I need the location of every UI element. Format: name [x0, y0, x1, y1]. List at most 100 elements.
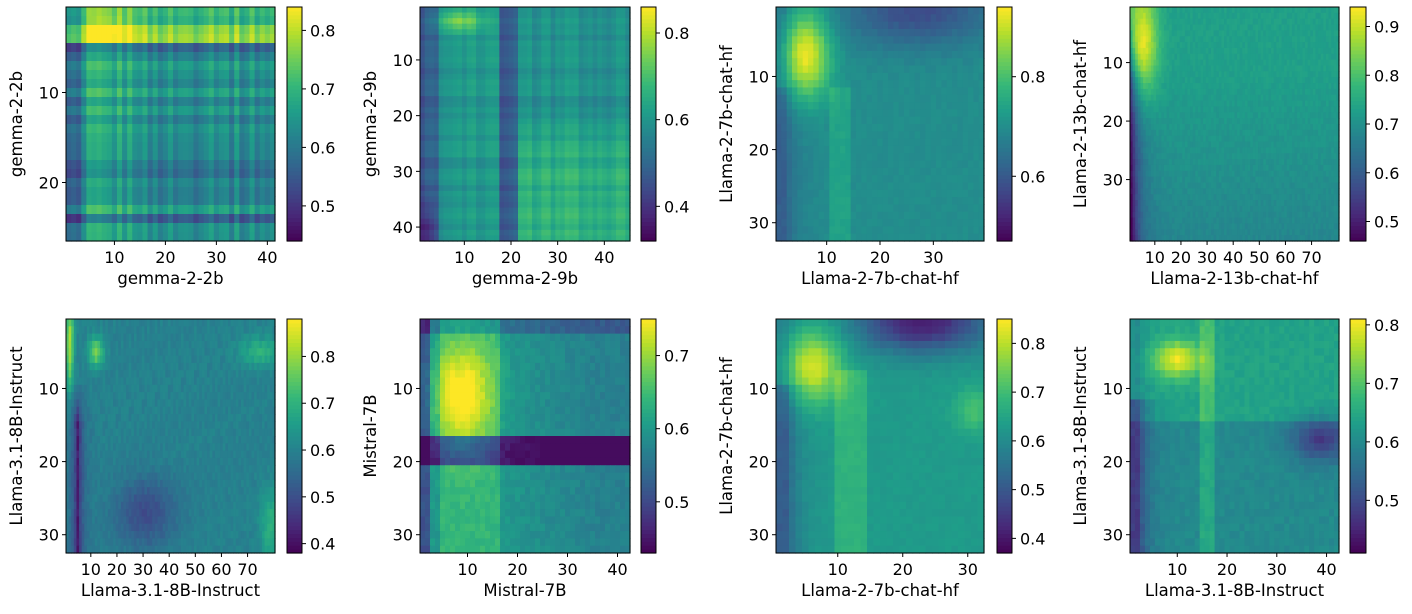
heatmap-cell [550, 124, 556, 131]
heatmap-cell [898, 138, 905, 147]
heatmap-cell [920, 50, 926, 59]
heatmap-cell [494, 174, 500, 181]
heatmap-cell [625, 51, 631, 58]
heatmap-cell [254, 151, 261, 161]
heatmap-cell [962, 233, 969, 242]
colorbar-segment [287, 237, 302, 242]
heatmap-cell [1297, 24, 1301, 31]
heatmap-cell [564, 229, 570, 237]
heatmap-cell [1156, 42, 1160, 49]
heatmap-cell [824, 226, 830, 235]
heatmap-cell [76, 115, 82, 125]
colorbar-segment [641, 127, 656, 133]
heatmap-cell [824, 43, 830, 52]
heatmap-cell [914, 219, 921, 227]
heatmap-cell [877, 116, 884, 125]
heatmap-cell [485, 196, 491, 203]
heatmap-cell [578, 218, 584, 225]
heatmap-cell [588, 46, 594, 53]
heatmap-cell [420, 213, 426, 220]
heatmap-cell [781, 65, 788, 74]
heatmap-cell [1197, 7, 1202, 14]
heatmap-cell [438, 229, 444, 237]
heatmap-cell [834, 175, 841, 184]
heatmap-cell [588, 23, 594, 30]
colorbar-segment [997, 155, 1012, 160]
heatmap-cell [952, 94, 958, 103]
heatmap-cell [936, 138, 942, 147]
heatmap-cell [802, 36, 809, 45]
heatmap-cell [564, 68, 570, 75]
heatmap-cell [1273, 18, 1277, 26]
heatmap-cell [152, 214, 159, 224]
heatmap-cell [157, 187, 164, 197]
heatmap-cell [909, 226, 916, 235]
heatmap-cell [485, 118, 491, 125]
heatmap-cell [239, 124, 246, 134]
heatmap-cell [1140, 30, 1144, 37]
heatmap-cell [424, 101, 430, 108]
heatmap-cell [522, 129, 528, 136]
heatmap-cell [920, 197, 926, 206]
heatmap-cell [1203, 18, 1207, 26]
heatmap-cell [188, 61, 195, 71]
heatmap-cell [1208, 24, 1212, 31]
heatmap-cell [518, 46, 524, 53]
heatmap-cell [588, 68, 594, 75]
heatmap-cell [157, 25, 164, 35]
heatmap-cell [877, 28, 884, 37]
heatmap-cell [920, 145, 926, 154]
heatmap-cell [818, 14, 825, 23]
heatmap-cell [224, 214, 230, 224]
heatmap-cell [845, 211, 852, 220]
heatmap-cell [930, 182, 937, 191]
heatmap-cell [597, 163, 603, 170]
heatmap-cell [786, 182, 793, 191]
heatmap-cell [522, 34, 528, 42]
heatmap-cell [269, 61, 276, 71]
heatmap-cell [269, 187, 276, 197]
heatmap-cell [588, 140, 594, 147]
heatmap-cell [532, 229, 538, 237]
heatmap-cell [162, 88, 169, 98]
heatmap-cell [269, 70, 276, 80]
heatmap-cell [840, 211, 846, 220]
heatmap-cell [157, 34, 164, 44]
heatmap-cell [909, 7, 916, 15]
heatmap-cell [1320, 7, 1324, 14]
heatmap-cell [76, 7, 82, 17]
heatmap-cell [452, 224, 458, 231]
heatmap-cell [188, 7, 195, 17]
heatmap-cell [882, 28, 889, 37]
heatmap-cell [193, 106, 200, 116]
heatmap-cell [527, 51, 533, 58]
heatmap-cell [968, 233, 974, 242]
heatmap-cell [616, 157, 622, 164]
heatmap-cell [513, 124, 519, 131]
heatmap-cell [936, 80, 942, 89]
heatmap-cell [1205, 36, 1209, 43]
colorbar-segment [997, 159, 1012, 164]
colorbar-segment [997, 166, 1012, 172]
heatmap-cell [606, 46, 612, 53]
heatmap-cell [625, 68, 631, 75]
heatmap-cell [611, 12, 617, 19]
heatmap-cell [438, 40, 444, 47]
heatmap-cell [218, 52, 225, 62]
heatmap-cell [813, 226, 820, 235]
heatmap-cell [620, 101, 626, 108]
heatmap-cell [244, 160, 251, 170]
heatmap-cell [1140, 24, 1144, 31]
heatmap-cell [861, 160, 868, 169]
heatmap-cell [597, 118, 603, 125]
heatmap-cell [81, 52, 87, 62]
heatmap-cell [249, 43, 256, 53]
heatmap-cell [91, 196, 98, 206]
heatmap-cell [476, 118, 482, 125]
heatmap-cell [213, 34, 220, 44]
heatmap-cell [555, 229, 561, 237]
heatmap-cell [1242, 24, 1246, 31]
heatmap-cell [872, 124, 878, 132]
heatmap-cell [888, 131, 894, 140]
heatmap-cell [834, 87, 841, 96]
